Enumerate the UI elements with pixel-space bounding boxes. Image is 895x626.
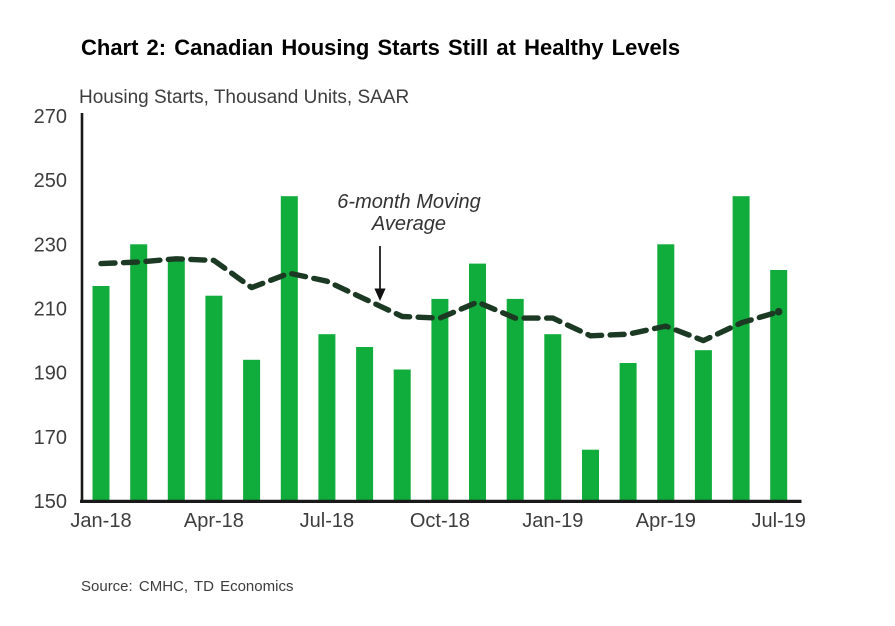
y-tick-label-170: 170 [34, 427, 67, 449]
bar-Jun-19 [732, 196, 750, 503]
y-tick-label-230: 230 [34, 234, 67, 256]
bar-Mar-19 [619, 363, 637, 503]
bar-Jul-19 [770, 270, 788, 503]
x-tick-label-Apr-18: Apr-18 [184, 510, 244, 532]
annotation-line-1: 6-month Moving [337, 191, 481, 213]
bar-Apr-18 [205, 295, 223, 503]
bar-May-19 [694, 350, 712, 503]
x-tick-label-Jul-18: Jul-18 [300, 510, 354, 532]
y-tick-label-190: 190 [34, 363, 67, 385]
ma-end-dot [774, 307, 783, 316]
y-tick-label-210: 210 [34, 299, 67, 321]
y-tick-labels: 150 170 190 210 230 250 270 [34, 106, 67, 513]
x-tick-label-Jul-19: Jul-19 [751, 510, 805, 532]
x-tick-label-Apr-19: Apr-19 [636, 510, 696, 532]
bar-Jan-19 [544, 334, 562, 503]
y-axis-units-label: Housing Starts, Thousand Units, SAAR [79, 87, 410, 108]
moving-average-annotation: 6-month Moving Average [309, 191, 509, 235]
bar-Sep-18 [393, 369, 411, 503]
annotation-line-2: Average [371, 213, 447, 235]
bar-Jul-18 [318, 334, 336, 503]
x-tick-label-Jan-18: Jan-18 [70, 510, 131, 532]
bar-Dec-18 [506, 298, 524, 503]
bar-Aug-18 [356, 347, 374, 503]
moving-average-line [98, 256, 782, 344]
x-tick-labels: Jan-18 Apr-18 Jul-18 Oct-18 Jan-19 Apr-19 Jul-… [70, 510, 806, 532]
bar-Oct-18 [431, 298, 449, 503]
x-tick-label-Jan-19: Jan-19 [522, 510, 583, 532]
bar-Apr-19 [657, 244, 675, 503]
bar-Feb-18 [130, 244, 148, 503]
y-tick-label-150: 150 [34, 491, 67, 513]
annotation-arrow-head [374, 288, 386, 301]
bar-Mar-18 [167, 260, 185, 503]
x-tick-label-Oct-18: Oct-18 [410, 510, 470, 532]
bar-Jun-18 [280, 196, 298, 503]
bar-Jan-18 [92, 286, 110, 503]
chart-title: Chart 2: Canadian Housing Starts Still a… [81, 35, 681, 60]
bar-Nov-18 [469, 263, 486, 503]
y-tick-label-250: 250 [34, 170, 67, 192]
y-tick-label-270: 270 [34, 106, 67, 128]
bar-May-18 [243, 359, 261, 503]
bar-Feb-19 [582, 449, 599, 503]
bars-series [92, 196, 788, 503]
source-note: Source: CMHC, TD Economics [81, 578, 294, 595]
